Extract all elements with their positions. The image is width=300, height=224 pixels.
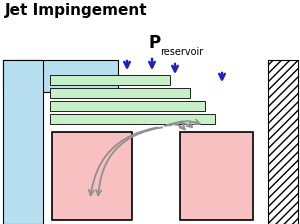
Bar (268, 60, 298, 224)
Bar (52, 132, 132, 220)
Bar (180, 132, 253, 220)
Bar (50, 114, 215, 124)
Bar (50, 88, 190, 98)
Bar (50, 75, 170, 85)
Text: Jet Impingement: Jet Impingement (5, 3, 148, 18)
Bar (3, 60, 118, 92)
Bar (3, 60, 43, 224)
Text: reservoir: reservoir (160, 47, 203, 57)
Text: P: P (148, 34, 160, 52)
Bar (50, 101, 205, 111)
